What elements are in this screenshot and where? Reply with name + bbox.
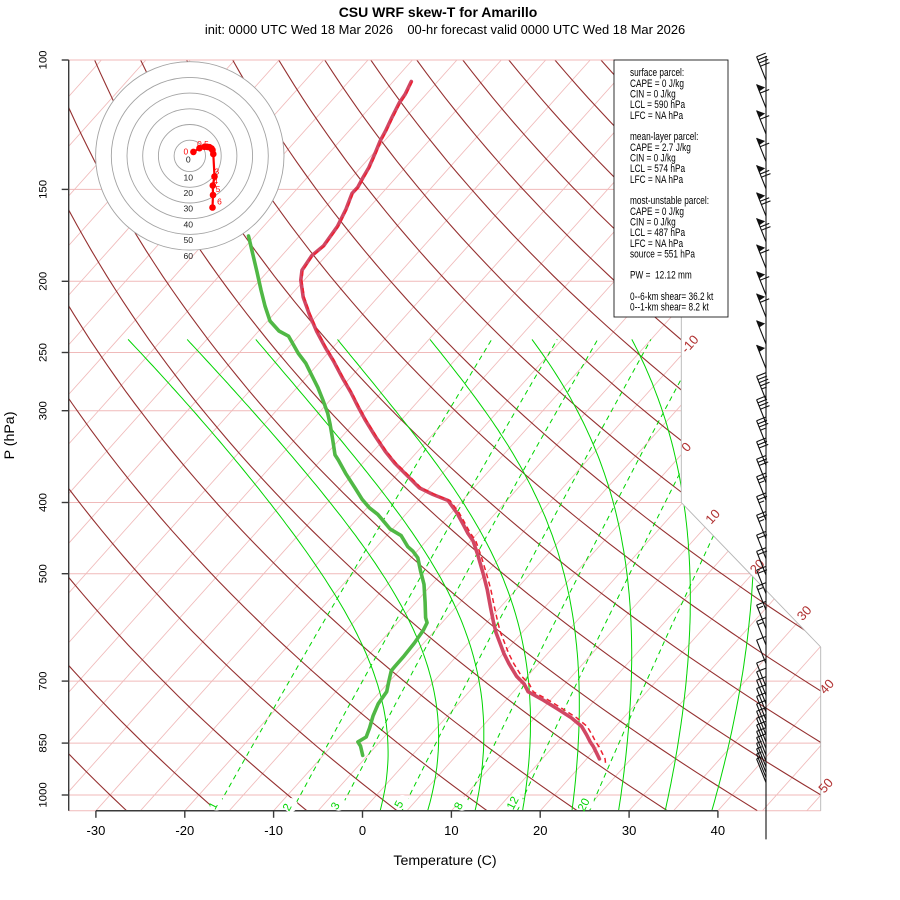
svg-text:0: 0	[186, 155, 191, 165]
svg-text:LFC = NA hPa: LFC = NA hPa	[630, 238, 684, 250]
svg-text:40: 40	[711, 823, 725, 838]
svg-text:40: 40	[184, 219, 194, 229]
svg-text:3: 3	[329, 801, 343, 812]
svg-text:12: 12	[505, 795, 522, 812]
svg-text:source = 551 hPa: source = 551 hPa	[630, 248, 696, 260]
svg-text:50: 50	[184, 235, 194, 245]
svg-text:-30: -30	[87, 823, 106, 838]
svg-text:850: 850	[38, 734, 50, 753]
svg-text:LFC = NA hPa: LFC = NA hPa	[630, 174, 684, 186]
svg-text:4: 4	[213, 176, 218, 186]
svg-text:0--1-km shear= 8.2 kt: 0--1-km shear= 8.2 kt	[630, 302, 709, 314]
svg-text:0--6-km shear= 36.2 kt: 0--6-km shear= 36.2 kt	[630, 291, 714, 303]
svg-text:LFC = NA hPa: LFC = NA hPa	[630, 110, 684, 122]
svg-text:10: 10	[184, 172, 194, 182]
svg-text:3: 3	[214, 167, 219, 177]
svg-text:-20: -20	[175, 823, 194, 838]
svg-text:LCL = 590 hPa: LCL = 590 hPa	[630, 99, 686, 111]
svg-text:200: 200	[38, 272, 50, 291]
svg-text:20: 20	[184, 188, 194, 198]
svg-text:100: 100	[38, 50, 50, 69]
svg-text:init: 0000 UTC Wed 18 Mar 2026: init: 0000 UTC Wed 18 Mar 2026 00-hr for…	[205, 22, 685, 37]
svg-text:0: 0	[183, 147, 188, 157]
svg-text:6: 6	[217, 197, 222, 207]
svg-text:surface parcel:: surface parcel:	[630, 67, 684, 79]
svg-text:500: 500	[38, 564, 50, 583]
svg-text:most-unstable parcel:: most-unstable parcel:	[630, 195, 709, 207]
svg-text:1000: 1000	[38, 782, 50, 807]
svg-text:CAPE = 2.7 J/kg: CAPE = 2.7 J/kg	[630, 142, 691, 154]
svg-text:30: 30	[184, 204, 194, 214]
svg-text:LCL = 574 hPa: LCL = 574 hPa	[630, 163, 686, 175]
svg-text:CAPE = 0 J/kg: CAPE = 0 J/kg	[630, 206, 684, 218]
svg-text:P (hPa): P (hPa)	[2, 412, 18, 460]
svg-text:CIN = 0 J/kg: CIN = 0 J/kg	[630, 89, 676, 101]
svg-text:PW = 12.12 mm: PW = 12.12 mm	[630, 270, 692, 282]
svg-text:Temperature (C): Temperature (C)	[393, 853, 496, 869]
svg-text:CIN = 0 J/kg: CIN = 0 J/kg	[630, 217, 676, 229]
svg-text:5: 5	[393, 799, 407, 810]
svg-text:LCL = 487 hPa: LCL = 487 hPa	[630, 227, 686, 239]
svg-text:2: 2	[281, 802, 295, 813]
svg-text:0: 0	[359, 823, 366, 838]
svg-text:mean-layer parcel:: mean-layer parcel:	[630, 131, 698, 143]
svg-text:150: 150	[38, 180, 50, 199]
svg-text:8: 8	[452, 801, 466, 812]
svg-text:5: 5	[216, 184, 221, 194]
svg-text:CAPE = 0 J/kg: CAPE = 0 J/kg	[630, 78, 684, 90]
svg-text:30: 30	[622, 823, 636, 838]
svg-text:1: 1	[207, 800, 221, 811]
svg-text:CSU WRF skew-T for Amarillo: CSU WRF skew-T for Amarillo	[339, 4, 538, 20]
svg-text:0.5: 0.5	[197, 139, 209, 149]
svg-text:CIN = 0 J/kg: CIN = 0 J/kg	[630, 153, 676, 165]
svg-text:10: 10	[444, 823, 458, 838]
svg-text:20: 20	[576, 797, 593, 814]
svg-text:-10: -10	[264, 823, 283, 838]
svg-text:400: 400	[38, 493, 50, 512]
svg-text:700: 700	[38, 672, 50, 691]
svg-text:250: 250	[38, 343, 50, 362]
svg-text:20: 20	[533, 823, 547, 838]
svg-text:300: 300	[38, 401, 50, 420]
svg-text:60: 60	[184, 251, 194, 261]
